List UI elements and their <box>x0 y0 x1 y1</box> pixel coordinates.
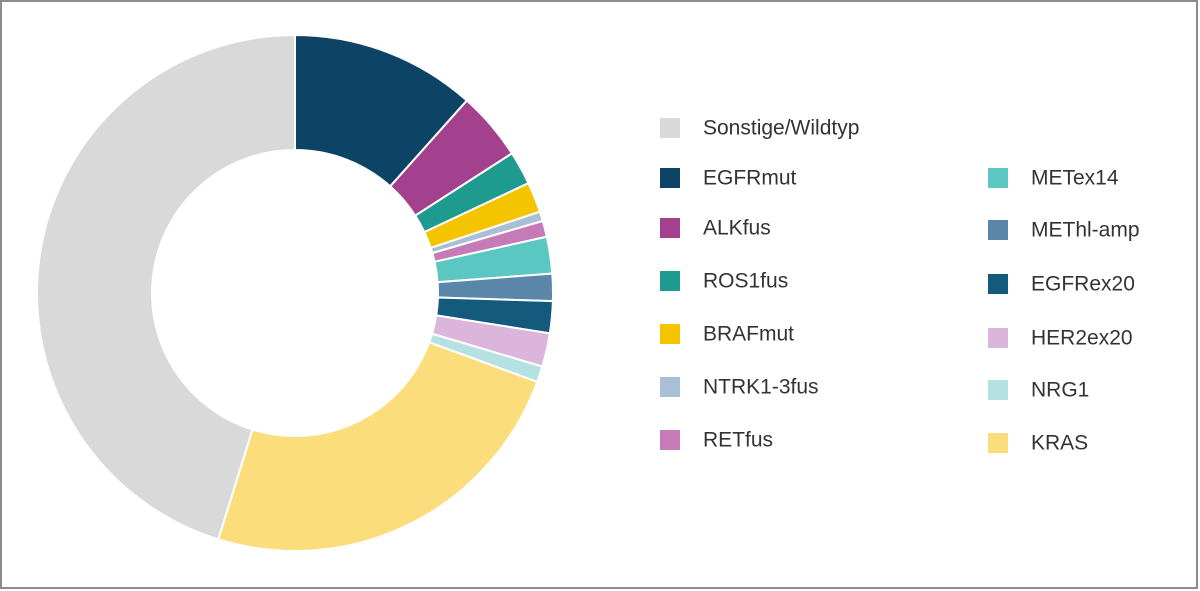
legend-label: Sonstige/Wildtyp <box>703 117 859 140</box>
legend-swatch <box>660 271 680 291</box>
legend-swatch <box>988 380 1008 400</box>
legend-label: METhl-amp <box>1031 219 1140 242</box>
legend-label: BRAFmut <box>703 323 794 346</box>
legend-label: EGFRmut <box>703 167 797 190</box>
legend-swatch <box>660 430 680 450</box>
slice <box>217 341 539 552</box>
legend-label: EGFRex20 <box>1031 273 1135 296</box>
legend-swatch <box>988 433 1008 453</box>
legend-label: METex14 <box>1031 167 1119 190</box>
legend-swatch <box>988 220 1008 240</box>
legend-label: ALKfus <box>703 217 771 240</box>
legend-swatch <box>660 218 680 238</box>
legend-swatch <box>988 168 1008 188</box>
legend-label: NTRK1-3fus <box>703 376 819 399</box>
legend-label: RETfus <box>703 429 773 452</box>
legend-label: NRG1 <box>1031 379 1089 402</box>
slice <box>36 33 296 541</box>
legend-swatch <box>660 377 680 397</box>
legend-swatch <box>660 118 680 138</box>
legend-swatch <box>660 168 680 188</box>
legend-swatch <box>988 274 1008 294</box>
legend-label: ROS1fus <box>703 270 788 293</box>
legend-swatch <box>988 328 1008 348</box>
legend-label: HER2ex20 <box>1031 327 1133 350</box>
legend-label: KRAS <box>1031 432 1088 455</box>
legend-swatch <box>660 324 680 344</box>
